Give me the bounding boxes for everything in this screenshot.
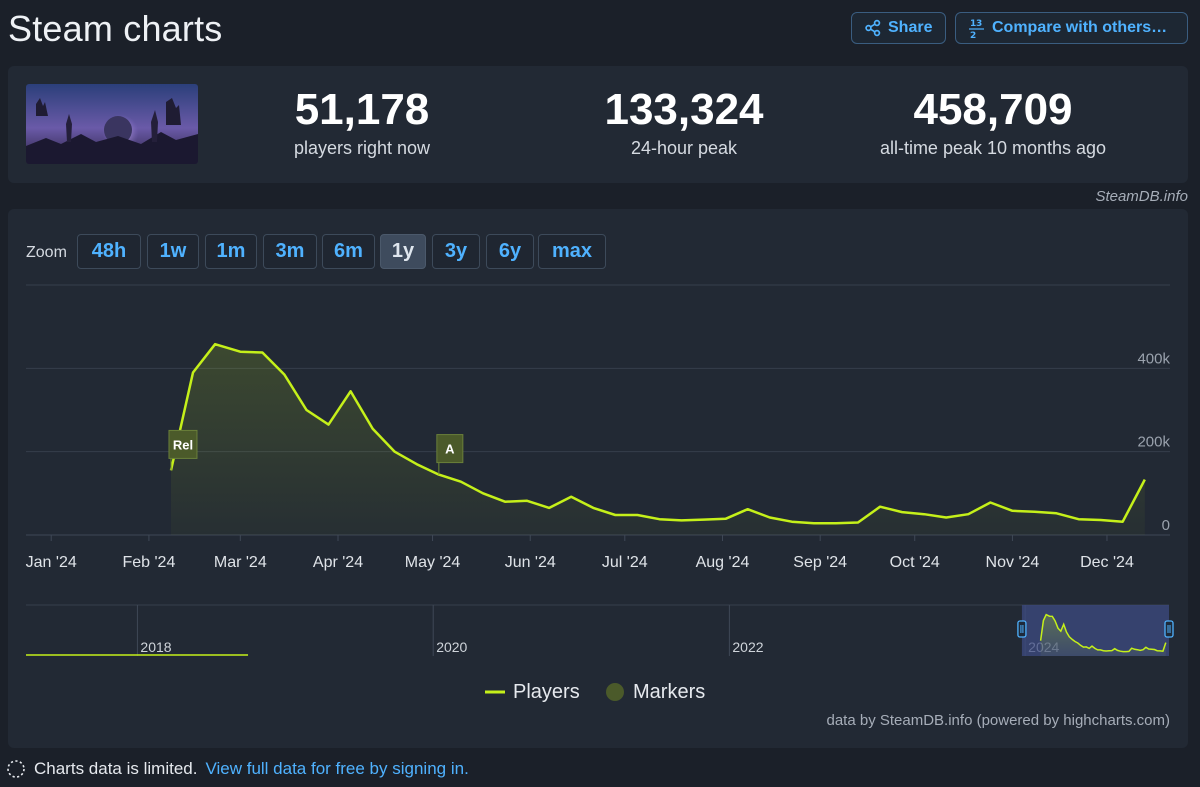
notice-text: Charts data is limited. (34, 759, 198, 778)
compare-button[interactable]: 1 3 2 Compare with others… (955, 12, 1188, 44)
x-tick-label: Aug '24 (696, 554, 750, 571)
navigator-year-label: 2022 (732, 639, 763, 655)
peak-24h-label: 24-hour peak (630, 138, 738, 158)
x-tick-label: Apr '24 (313, 554, 363, 571)
navigator-left-handle[interactable] (1017, 620, 1027, 638)
players-line-swatch (485, 690, 505, 694)
zoom-1y-button[interactable]: 1y (380, 234, 426, 269)
x-tick-label: Mar '24 (214, 554, 267, 571)
x-tick-label: May '24 (405, 554, 461, 571)
players-area (171, 344, 1145, 535)
players-line[interactable] (169, 342, 1146, 525)
peak-24h-value: 133,324 (604, 85, 764, 134)
navigator-area (1040, 614, 1166, 656)
event-marker[interactable]: A (436, 434, 464, 475)
game-cover-image[interactable] (26, 84, 198, 164)
x-tick-label: Dec '24 (1080, 554, 1134, 571)
sign-in-link[interactable]: View full data for free by signing in. (205, 759, 469, 778)
chart-panel: Zoom 48h 1w 1m 3m 6m 1y 3y 6y max Rel A 0… (8, 209, 1188, 748)
peak-24h-stat: 133,324 24-hour peak (584, 86, 784, 159)
legend-label-markers: Markers (633, 680, 706, 703)
all-time-peak-label: all-time peak 10 months ago (879, 138, 1107, 158)
zoom-max-button[interactable]: max (538, 234, 606, 269)
highcharts-credit[interactable]: data by SteamDB.info (powered by highcha… (826, 712, 1171, 729)
all-time-peak-value: 458,709 (913, 85, 1073, 134)
navigator-line (1039, 613, 1167, 653)
markers-dot-swatch (606, 683, 624, 701)
navigator-year-label: 2020 (436, 639, 467, 655)
zoom-48h-button[interactable]: 48h (77, 234, 141, 269)
zoom-label: Zoom (26, 244, 67, 261)
zoom-6m-button[interactable]: 6m (322, 234, 375, 269)
compare-label: Compare with others… (992, 19, 1168, 36)
svg-text:1: 1 (970, 19, 976, 29)
player-count-chart[interactable]: Rel A 0 200k 400k Jan '24 Feb '24 Mar '24 Apr … (8, 209, 1188, 679)
share-button[interactable]: Share (851, 12, 946, 44)
steamdb-credit[interactable]: SteamDB.info (1095, 188, 1188, 205)
zoom-3m-button[interactable]: 3m (263, 234, 317, 269)
x-tick-label: Nov '24 (986, 554, 1040, 571)
event-marker[interactable]: Rel (168, 429, 198, 471)
x-tick-label: Sep '24 (793, 554, 847, 571)
navigator-right-handle[interactable] (1164, 620, 1174, 638)
limited-data-notice: Charts data is limited. View full data f… (6, 758, 469, 780)
share-label: Share (888, 19, 933, 36)
legend-label-players: Players (513, 680, 580, 703)
numbered-list-icon: 1 3 2 (969, 19, 984, 39)
zoom-3y-button[interactable]: 3y (432, 234, 480, 269)
navigator-year-label: 2018 (140, 639, 171, 655)
x-tick-label: Jun '24 (505, 554, 556, 571)
y-tick-label: 0 (1162, 517, 1170, 534)
x-tick-label: Oct '24 (890, 554, 940, 571)
stats-panel: 51,178 players right now 133,324 24-hour… (8, 66, 1188, 183)
svg-text:3: 3 (976, 19, 982, 29)
legend-item-markers[interactable]: Markers (605, 679, 705, 705)
loading-spinner-icon (7, 760, 25, 778)
event-marker-label: Rel (173, 437, 193, 452)
svg-text:2: 2 (970, 31, 976, 39)
zoom-6y-button[interactable]: 6y (486, 234, 534, 269)
share-icon (865, 19, 881, 37)
legend-item-players[interactable]: Players (485, 679, 580, 705)
current-players-value: 51,178 (294, 85, 430, 134)
x-tick-label: Feb '24 (122, 554, 175, 571)
event-marker-label: A (445, 442, 455, 457)
zoom-1m-button[interactable]: 1m (205, 234, 257, 269)
page-title: Steam charts (8, 8, 223, 49)
current-players-label: players right now (293, 138, 431, 158)
y-tick-label: 400k (1137, 350, 1170, 367)
all-time-peak-stat: 458,709 all-time peak 10 months ago (863, 86, 1123, 159)
zoom-1w-button[interactable]: 1w (147, 234, 199, 269)
current-players-stat: 51,178 players right now (272, 86, 452, 159)
x-tick-label: Jan '24 (26, 554, 77, 571)
y-tick-label: 200k (1137, 434, 1170, 451)
x-tick-label: Jul '24 (602, 554, 648, 571)
